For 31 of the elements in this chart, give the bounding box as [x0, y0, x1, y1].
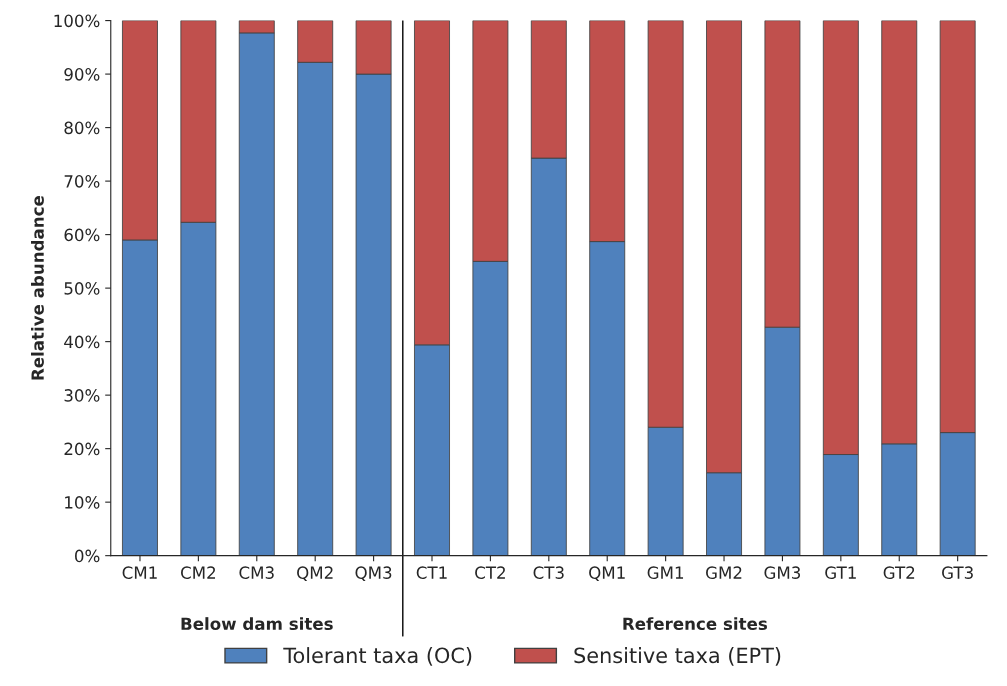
y-tick-label: 10% — [65, 496, 100, 509]
y-tick-label: 0% — [75, 549, 100, 563]
x-tick-label: GT2 — [883, 566, 915, 579]
text: Below dam sites — [181, 617, 333, 631]
x-tick-label: CM1 — [122, 566, 157, 579]
x-tick-label: CT1 — [416, 566, 447, 579]
x-tick-label: GM1 — [647, 566, 684, 579]
legend-label: Sensitive taxa (EPT) — [574, 647, 781, 666]
y-tick-label: 50% — [64, 282, 100, 295]
y-tick-label: 90% — [64, 68, 100, 81]
y-tick-label: 20% — [64, 442, 100, 456]
y-axis-title: Relative abundance — [31, 195, 44, 380]
y-tick-label: 30% — [64, 389, 100, 402]
x-tick-label: GM3 — [764, 566, 801, 579]
y-tick-label: 80% — [64, 121, 100, 135]
x-tick-label: CT2 — [475, 566, 505, 579]
y-tick-label: 40% — [64, 335, 100, 349]
x-tick-label: QM3 — [355, 566, 392, 581]
x-tick-label: QM2 — [297, 566, 333, 581]
y-tick-label: 100% — [54, 14, 100, 28]
x-tick-label: CT3 — [533, 566, 564, 579]
legend-label: Tolerant taxa (OC) — [283, 647, 472, 666]
x-tick-label: GT1 — [825, 566, 856, 579]
text: Reference sites — [623, 617, 767, 631]
x-tick-label: GM2 — [706, 566, 742, 579]
x-tick-label: GT3 — [942, 566, 973, 579]
x-tick-label: QM1 — [589, 566, 625, 581]
y-tick-label: 60% — [64, 228, 100, 242]
y-tick-label: 70% — [64, 175, 100, 188]
x-tick-label: CM2 — [181, 566, 216, 579]
x-tick-label: CM3 — [239, 566, 274, 579]
